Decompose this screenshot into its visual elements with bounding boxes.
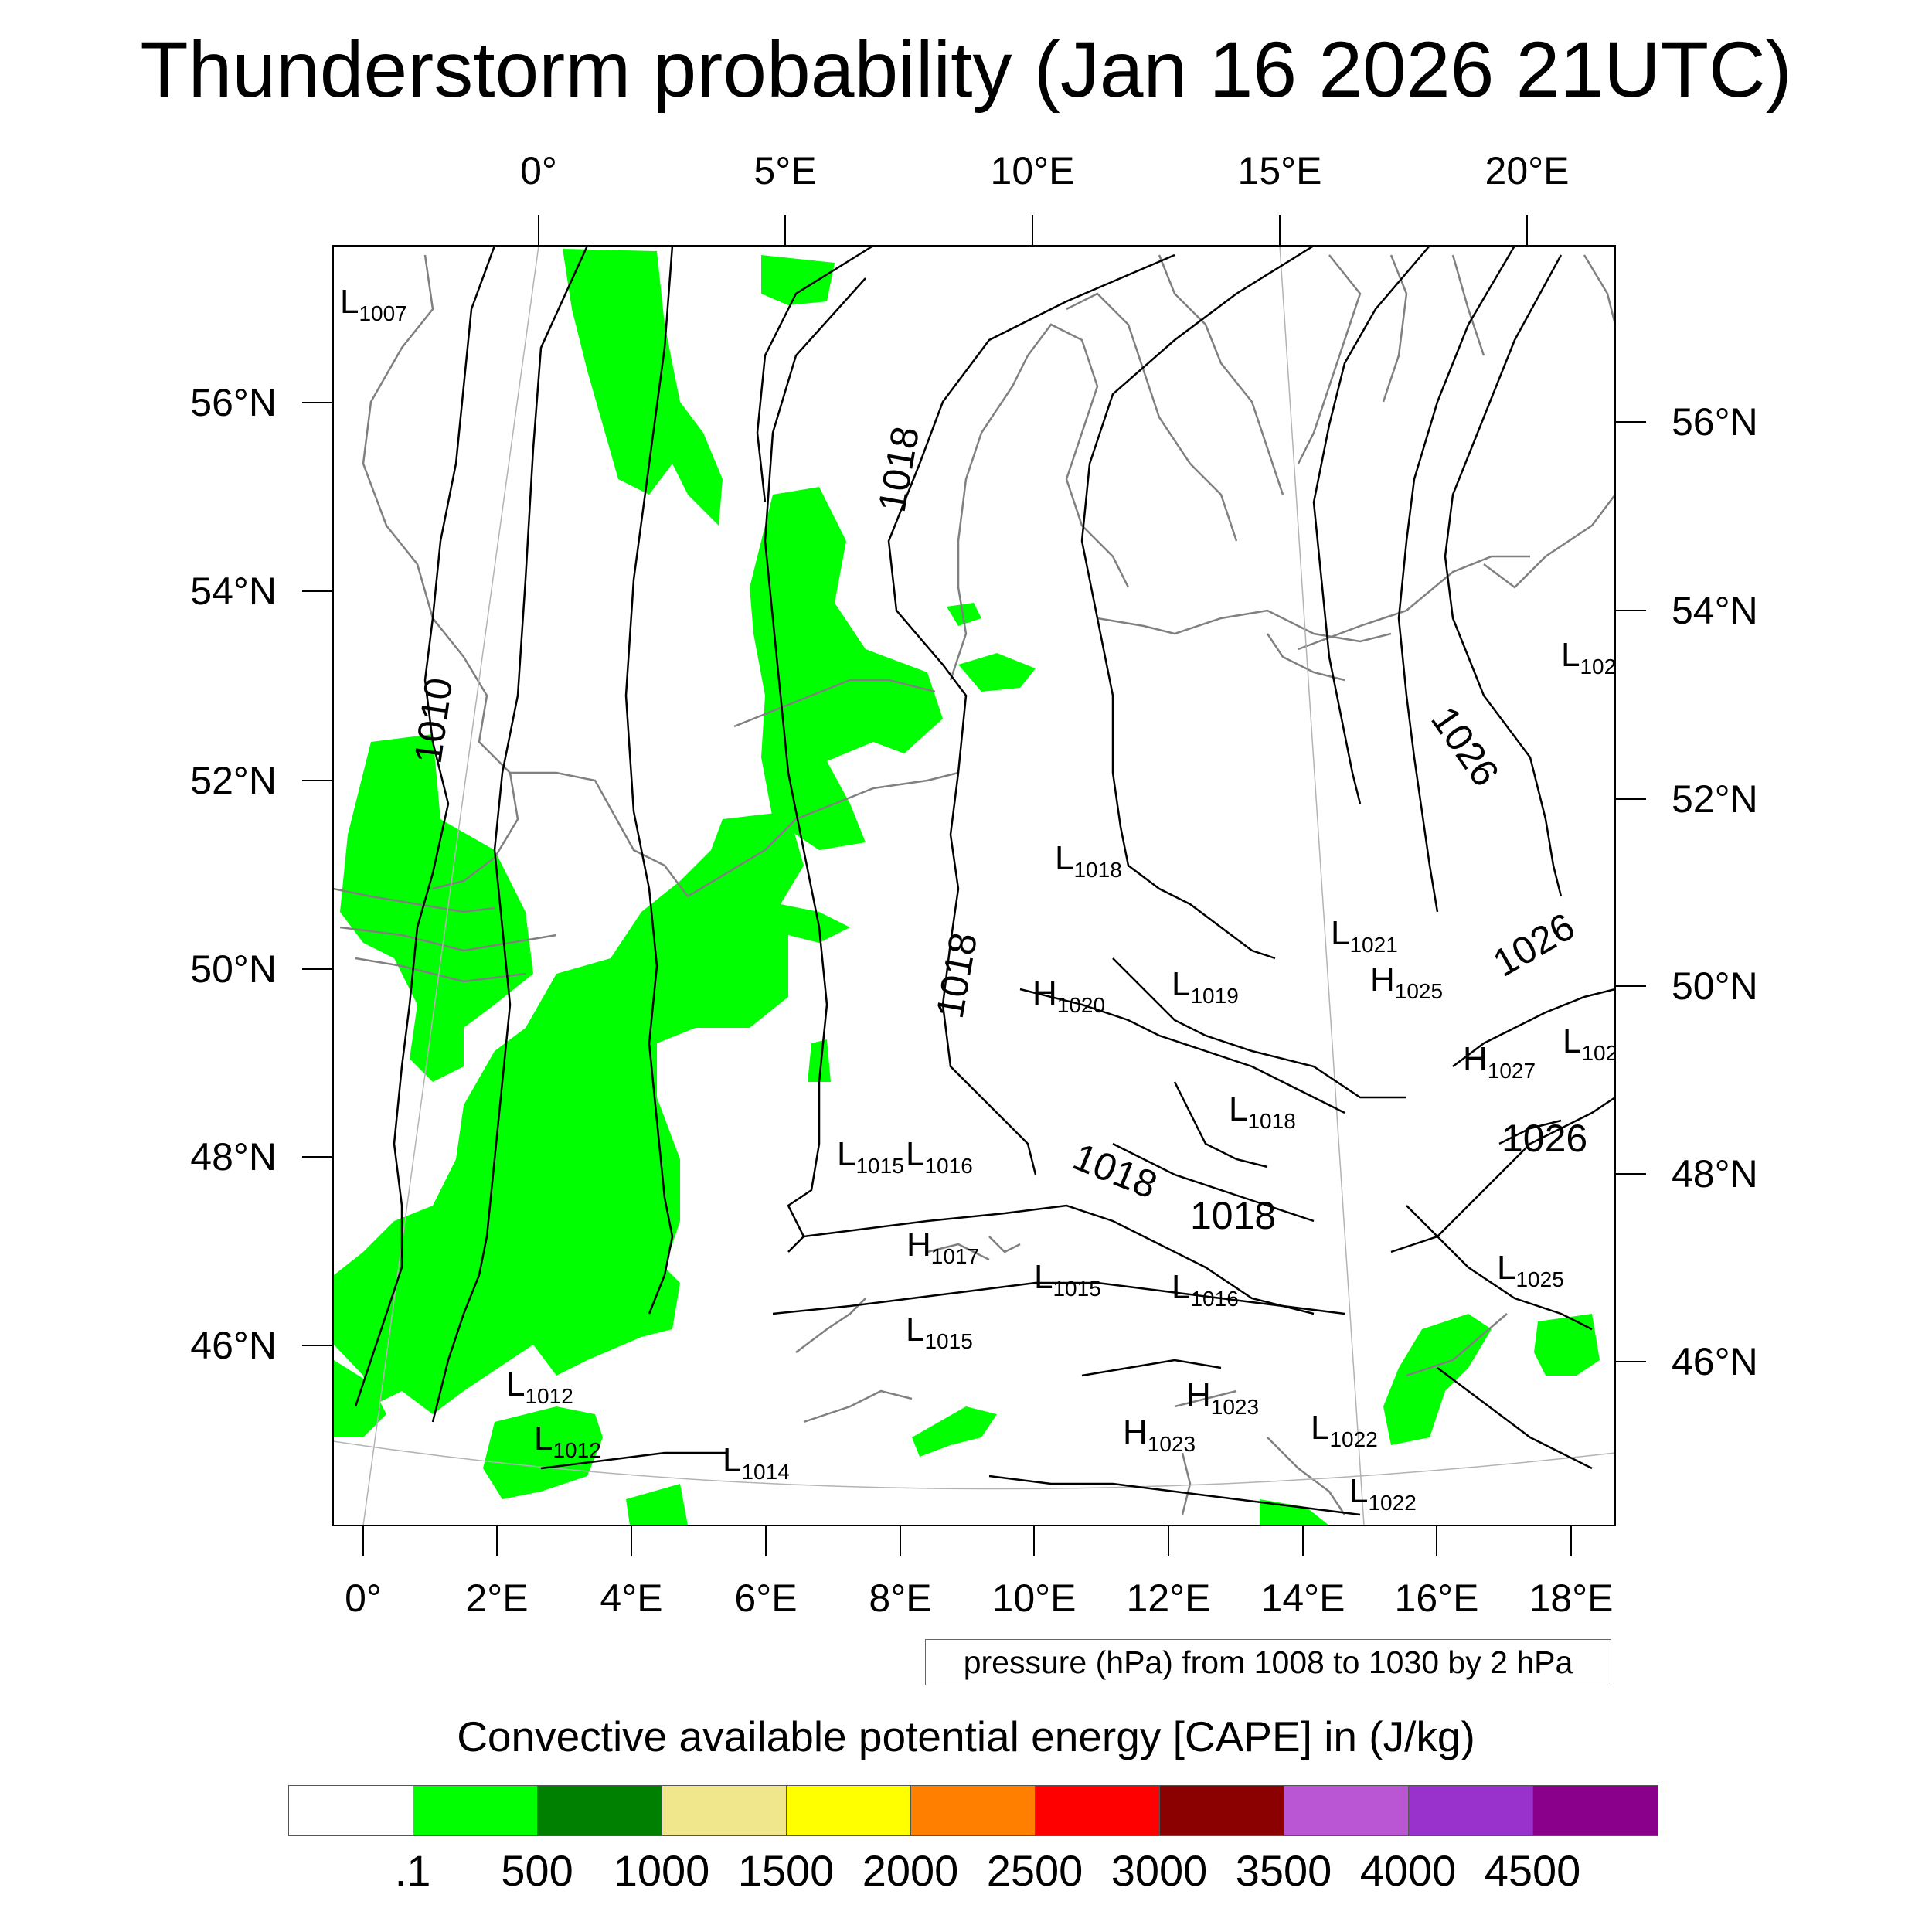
pressure-center: H1017 — [906, 1226, 979, 1268]
bottom-lon-label: 18°E — [1529, 1577, 1614, 1620]
pressure-center: L1018 — [1229, 1090, 1296, 1133]
top-lon-label: 20°E — [1485, 149, 1570, 192]
map-plot-area: 1010 1018 1018 1018 1018 1026 1026 1026 … — [333, 246, 1617, 1526]
pressure-center: H1025 — [1370, 961, 1443, 1003]
left-lat-label: 56°N — [190, 381, 277, 424]
colorbar-label: 4500 — [1484, 1846, 1581, 1895]
colorbar-title: Convective available potential energy [C… — [457, 1713, 1475, 1760]
pressure-center: L1015 — [1034, 1258, 1101, 1301]
bottom-lon-label: 16°E — [1395, 1577, 1479, 1620]
colorbar — [288, 1785, 1658, 1836]
pressure-center: H1020 — [1032, 975, 1105, 1017]
bottom-lon-label: 10°E — [992, 1577, 1077, 1620]
pressure-center: L1019 — [1172, 965, 1239, 1008]
right-lat-label: 46°N — [1672, 1340, 1758, 1383]
bottom-lon-label: 0° — [345, 1577, 382, 1620]
pressure-center: L1015 — [906, 1311, 973, 1353]
colorbar-swatch — [787, 1786, 911, 1835]
colorbar-label: 3500 — [1235, 1846, 1332, 1895]
left-lat-label: 54°N — [190, 570, 277, 613]
pressure-center: H1027 — [1463, 1040, 1536, 1083]
colorbar-labels: .1 500 1000 1500 2000 2500 3000 3500 4000 4500 — [0, 1845, 1932, 1900]
pressure-center: L102 — [1563, 1022, 1617, 1065]
colorbar-label: 3000 — [1111, 1846, 1208, 1895]
plot-frame — [332, 245, 1616, 1526]
pressure-center: L102 — [1561, 636, 1616, 679]
graticule — [333, 246, 1615, 1526]
pressure-center: L1016 — [906, 1135, 973, 1178]
chart-title: Thunderstorm probability (Jan 16 2026 21… — [140, 26, 1792, 114]
colorbar-label: .1 — [394, 1846, 431, 1895]
right-lat-label: 54°N — [1672, 589, 1758, 632]
left-ticks — [302, 402, 333, 1346]
bottom-lon-label: 6°E — [734, 1577, 797, 1620]
bottom-lon-label: 8°E — [869, 1577, 931, 1620]
pressure-center: L1022 — [1311, 1409, 1378, 1451]
contour-info-box: pressure (hPa) from 1008 to 1030 by 2 hP… — [925, 1639, 1611, 1685]
bottom-lon-label: 4°E — [600, 1577, 662, 1620]
bottom-ticks — [362, 1526, 1572, 1556]
colorbar-swatch — [662, 1786, 787, 1835]
right-lat-labels: 56°N 54°N 52°N 50°N 48°N 46°N — [1672, 400, 1758, 1383]
bottom-lon-label: 2°E — [465, 1577, 528, 1620]
pressure-center: H1023 — [1186, 1376, 1259, 1419]
right-lat-label: 50°N — [1672, 964, 1758, 1008]
pressure-center: L1015 — [837, 1135, 904, 1178]
top-ticks — [538, 215, 1528, 246]
contour-label: 1026 — [1423, 699, 1508, 794]
contour-label: 1026 — [1502, 1117, 1587, 1160]
colorbar-swatch — [1036, 1786, 1160, 1835]
left-lat-label: 52°N — [190, 759, 277, 802]
colorbar-swatch — [538, 1786, 662, 1835]
colorbar-label: 2500 — [986, 1846, 1083, 1895]
colorbar-swatch — [911, 1786, 1036, 1835]
contour-label: 1010 — [406, 675, 461, 767]
pressure-center: L1014 — [723, 1441, 790, 1484]
colorbar-label: 1000 — [613, 1846, 710, 1895]
isobars — [354, 246, 1615, 1516]
top-lon-labels: 0° 5°E 10°E 15°E 20°E — [520, 149, 1569, 192]
pressure-centers: L1007 L1018 L1021 H1025 H1020 L1019 H102… — [340, 283, 1617, 1515]
bottom-lon-label: 12°E — [1127, 1577, 1211, 1620]
colorbar-swatch — [1409, 1786, 1533, 1835]
coastlines — [333, 254, 1615, 1515]
right-lat-label: 48°N — [1672, 1152, 1758, 1196]
top-lon-label: 15°E — [1238, 149, 1322, 192]
colorbar-swatch — [1533, 1786, 1658, 1835]
colorbar-swatch — [1160, 1786, 1284, 1835]
top-lon-label: 10°E — [991, 149, 1075, 192]
colorbar-label: 2000 — [862, 1846, 959, 1895]
top-lon-label: 0° — [520, 149, 557, 192]
right-ticks — [1615, 421, 1646, 1362]
colorbar-label: 500 — [501, 1846, 573, 1895]
right-lat-label: 52°N — [1672, 777, 1758, 821]
left-lat-label: 48°N — [190, 1135, 277, 1179]
pressure-center: L1012 — [506, 1366, 573, 1408]
contour-label: 1026 — [1486, 904, 1582, 985]
pressure-center: L1021 — [1331, 914, 1398, 957]
top-lon-label: 5°E — [753, 149, 816, 192]
pressure-center: L1018 — [1055, 839, 1122, 882]
bottom-lon-label: 14°E — [1261, 1577, 1345, 1620]
pressure-center: H1023 — [1123, 1413, 1196, 1456]
right-lat-label: 56°N — [1672, 400, 1758, 444]
bottom-lon-labels: 0° 2°E 4°E 6°E 8°E 10°E 12°E 14°E 16°E 1… — [345, 1577, 1613, 1620]
pressure-center: L1016 — [1172, 1268, 1239, 1311]
colorbar-swatch — [289, 1786, 413, 1835]
left-lat-label: 46°N — [190, 1324, 277, 1367]
pressure-center: L1007 — [340, 283, 407, 325]
colorbar-label: 4000 — [1359, 1846, 1457, 1895]
colorbar-swatch — [1284, 1786, 1409, 1835]
contour-label: 1018 — [928, 930, 985, 1022]
pressure-center: L1012 — [534, 1420, 601, 1462]
left-lat-labels: 56°N 54°N 52°N 50°N 48°N 46°N — [190, 381, 277, 1367]
pressure-center: L1025 — [1497, 1249, 1564, 1291]
pressure-center: L1022 — [1349, 1472, 1417, 1515]
contour-label: 1018 — [1190, 1194, 1276, 1237]
contour-label: 1018 — [870, 423, 927, 515]
left-lat-label: 50°N — [190, 947, 277, 991]
colorbar-swatch — [413, 1786, 538, 1835]
colorbar-label: 1500 — [737, 1846, 835, 1895]
